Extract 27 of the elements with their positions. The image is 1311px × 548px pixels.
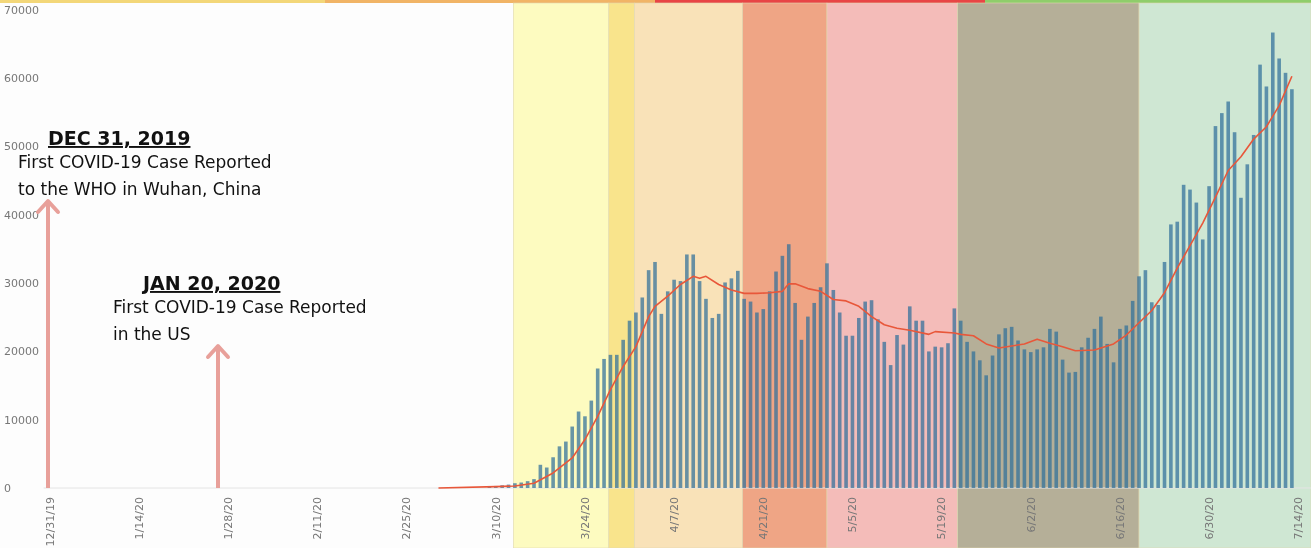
x-tick-label: 6/30/20 bbox=[1202, 497, 1216, 540]
x-tick-label: 6/16/20 bbox=[1113, 497, 1127, 540]
x-tick-label: 1/14/20 bbox=[132, 497, 146, 540]
y-tick-label: 60000 bbox=[4, 72, 39, 86]
x-tick-label: 6/2/20 bbox=[1024, 497, 1038, 533]
x-tick-label: 7/14/20 bbox=[1292, 497, 1306, 540]
x-tick-label: 12/31/19 bbox=[43, 497, 57, 547]
x-tick-label: 2/11/20 bbox=[311, 497, 325, 540]
x-tick-label: 4/21/20 bbox=[757, 497, 771, 540]
y-tick-label: 40000 bbox=[4, 208, 39, 222]
x-tick-label: 3/24/20 bbox=[578, 497, 592, 540]
annotation: JAN 20, 2020 bbox=[141, 272, 281, 294]
x-tick-label: 2/25/20 bbox=[400, 497, 414, 540]
y-tick-label: 70000 bbox=[4, 3, 39, 17]
x-tick-label: 4/7/20 bbox=[667, 497, 681, 533]
annotation: First COVID-19 Case Reported in the US bbox=[113, 297, 367, 344]
annotation: First COVID-19 Case Reported to the WHO in Wuhan, China bbox=[18, 152, 272, 199]
y-tick-label: 10000 bbox=[4, 413, 39, 427]
x-tick-label: 1/28/20 bbox=[222, 497, 236, 540]
annotation: DEC 31, 2019 bbox=[48, 127, 191, 149]
y-tick-label: 20000 bbox=[4, 345, 39, 359]
y-tick-label: 30000 bbox=[4, 276, 39, 290]
x-tick-label: 3/10/20 bbox=[489, 497, 503, 540]
x-tick-label: 5/5/20 bbox=[846, 497, 860, 533]
x-tick-label: 5/19/20 bbox=[935, 497, 949, 540]
y-tick-label: 50000 bbox=[4, 140, 39, 154]
y-tick-label: 0 bbox=[4, 481, 11, 495]
